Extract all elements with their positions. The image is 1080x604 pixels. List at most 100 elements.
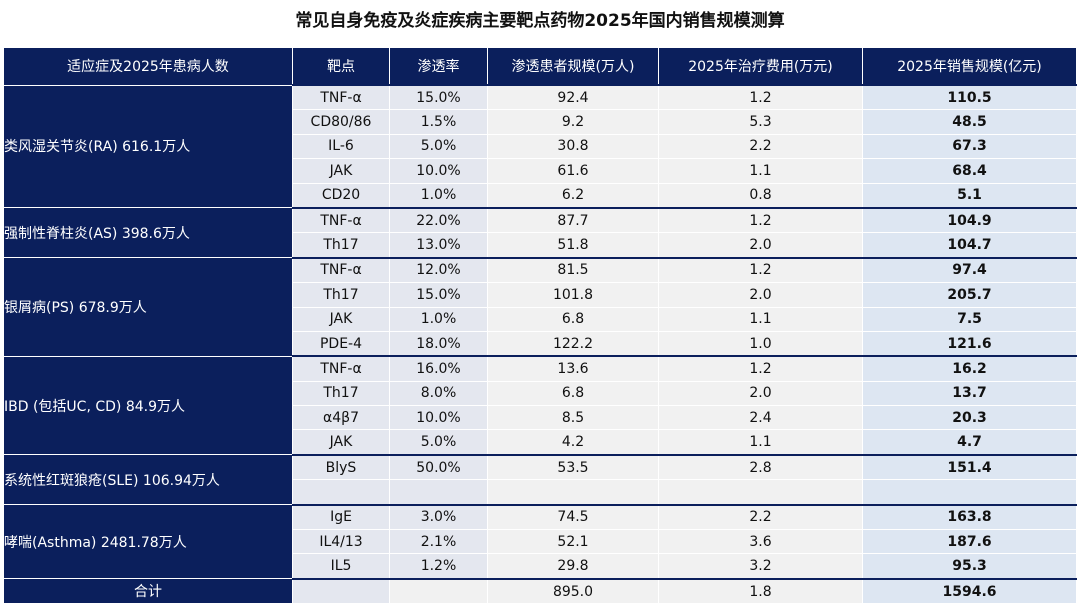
target: JAK [292,429,390,456]
patients: 6.2 [487,182,659,209]
penetration: 12.0% [389,256,488,284]
penetration [389,577,488,604]
table-row: JAK 5.0% 4.2 1.1 4.7 [4,429,1077,456]
penetration: 2.1% [389,529,488,555]
cost: 2.2 [658,503,863,531]
table-row: PDE-4 18.0% 122.2 1.0 121.6 [4,330,1077,357]
sales: 187.6 [862,529,1077,555]
sales: 163.8 [862,503,1077,531]
target: TNF-α [292,206,390,234]
header-cell: 渗透患者规模(万人) [487,47,659,86]
sales: 68.4 [862,158,1077,184]
patients: 81.5 [487,256,659,284]
penetration: 22.0% [389,206,488,234]
patients: 122.2 [487,330,659,357]
header-cell: 靶点 [292,47,390,86]
target: TNF-α [292,355,390,382]
cost: 1.8 [658,577,863,604]
table-row: 系统性红斑狼疮(SLE) 106.94万人 BlyS 50.0% 53.5 2.8 151… [3,453,1077,506]
cost: 1.1 [658,306,863,332]
target [292,479,390,506]
target: TNF-α [292,84,390,111]
sales: 205.7 [862,282,1077,308]
cost: 1.2 [658,256,863,284]
cost: 1.1 [658,158,863,184]
patients: 8.5 [487,405,659,431]
cost: 0.8 [658,182,863,209]
target: Th17 [292,282,390,308]
sales: 121.6 [862,330,1077,357]
penetration: 5.0% [389,133,488,160]
target: IL4/13 [292,529,390,555]
patients: 101.8 [487,282,659,308]
cost: 2.0 [658,380,863,407]
table-row: CD20 1.0% 6.2 0.8 5.1 [4,182,1077,209]
target: JAK [292,158,390,184]
header-cell: 渗透率 [389,47,488,86]
header-cell: 2025年销售规模(亿元) [862,47,1077,86]
penetration: 50.0% [389,453,488,481]
patients: 53.5 [487,453,659,481]
indication: 系统性红斑狼疮(SLE) 106.94万人 [3,454,293,506]
target: TNF-α [292,256,390,284]
cost: 1.1 [658,429,863,456]
sales: 48.5 [862,109,1077,135]
sales: 20.3 [862,405,1077,431]
patients: 9.2 [487,109,659,135]
penetration: 15.0% [389,282,488,308]
patients [487,479,659,506]
table-row: α4β7 10.0% 8.5 2.4 20.3 [4,405,1077,431]
cost: 2.0 [658,282,863,308]
cost [658,479,863,506]
target: Th17 [292,232,390,259]
penetration [389,479,488,506]
sales: 104.7 [862,232,1077,259]
target [292,577,390,604]
target: CD20 [292,182,390,209]
patients: 30.8 [487,133,659,160]
total-label: 合计 [3,578,293,604]
cost: 1.2 [658,84,863,111]
sales: 110.5 [862,84,1077,111]
table-row: Th17 8.0% 6.8 2.0 13.7 [4,380,1077,407]
sales: 151.4 [862,453,1077,481]
sales: 4.7 [862,429,1077,456]
cost: 3.6 [658,529,863,555]
penetration: 1.5% [389,109,488,135]
penetration: 10.0% [389,158,488,184]
penetration: 13.0% [389,232,488,259]
table-row: IBD (包括UC, CD) 84.9万人 TNF-α 16.0% 13.6 1.2 16… [3,355,1077,456]
indication: 强制性脊柱炎(AS) 398.6万人 [3,207,293,259]
target: IL5 [292,553,390,580]
sales [862,479,1077,506]
penetration: 10.0% [389,405,488,431]
table-row: 哮喘(Asthma) 2481.78万人 IgE 3.0% 74.5 2.2 163.8 [3,503,1077,580]
patients: 6.8 [487,380,659,407]
penetration: 1.0% [389,182,488,209]
sales: 104.9 [862,206,1077,234]
table-row: 类风湿关节炎(RA) 616.1万人 TNF-α 15.0% 92.4 1.2 110.5 [3,84,1077,209]
table-row: 银屑病(PS) 678.9万人 TNF-α 12.0% 81.5 1.2 97.4 [3,256,1077,357]
indication: 银屑病(PS) 678.9万人 [3,257,293,357]
patients: 61.6 [487,158,659,184]
target: PDE-4 [292,330,390,357]
sales: 16.2 [862,355,1077,382]
sales: 13.7 [862,380,1077,407]
table-row: CD80/86 1.5% 9.2 5.3 48.5 [4,109,1077,135]
indication: 类风湿关节炎(RA) 616.1万人 [3,84,293,209]
target: CD80/86 [292,109,390,135]
header-row: 适应症及2025年患病人数 靶点 渗透率 渗透患者规模(万人) 2025年治疗费用(万元… [3,47,1077,86]
patients: 4.2 [487,429,659,456]
penetration: 1.0% [389,306,488,332]
table-row: IL5 1.2% 29.8 3.2 95.3 [4,553,1077,580]
indication: IBD (包括UC, CD) 84.9万人 [3,355,293,456]
sales: 97.4 [862,256,1077,284]
penetration: 3.0% [389,503,488,531]
cost: 2.8 [658,453,863,481]
sales: 7.5 [862,306,1077,332]
blank-row [4,479,1077,506]
indication: 哮喘(Asthma) 2481.78万人 [3,504,293,580]
penetration: 15.0% [389,84,488,111]
sales: 67.3 [862,133,1077,160]
